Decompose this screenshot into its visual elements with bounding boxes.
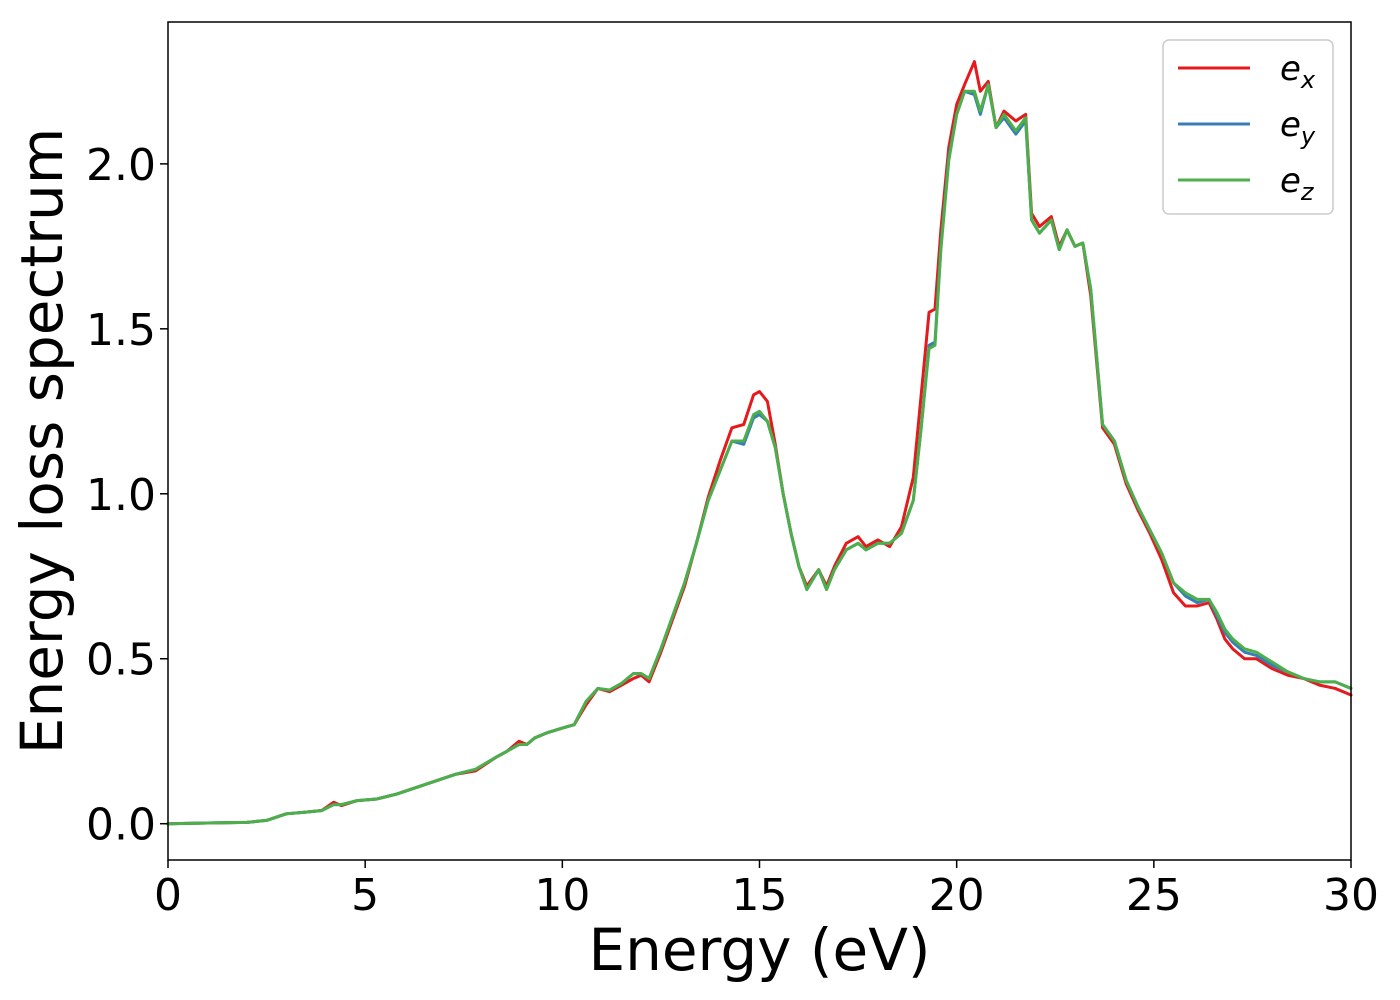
y-tick-label: 1.5 [86,305,156,356]
x-axis-ticks: 0 5 10 15 20 25 30 [154,860,1379,921]
y-tick-label: 2.0 [86,140,156,191]
legend-box [1162,39,1334,215]
x-tick-label: 20 [929,870,985,921]
y-axis-title: Energy loss spectrum [8,128,76,754]
x-axis-title: Energy (eV) [588,916,930,984]
x-tick-label: 10 [534,870,590,921]
y-axis-ticks: 0.0 0.5 1.0 1.5 2.0 [86,140,168,851]
x-tick-label: 30 [1323,870,1379,921]
y-tick-label: 0.5 [86,635,156,686]
legend-label-x: ex [1280,49,1316,94]
y-tick-label: 0.0 [86,800,156,851]
x-tick-label: 5 [351,870,379,921]
legend-label-z: ez [1280,161,1315,206]
x-tick-label: 25 [1126,870,1182,921]
legend: ex ey ez [1162,39,1334,215]
x-tick-label: 0 [154,870,182,921]
x-tick-label: 15 [732,870,788,921]
y-tick-label: 1.0 [86,470,156,521]
legend-label-y: ey [1280,105,1316,150]
series-layer [166,60,1353,826]
series-line-z [166,83,1353,826]
